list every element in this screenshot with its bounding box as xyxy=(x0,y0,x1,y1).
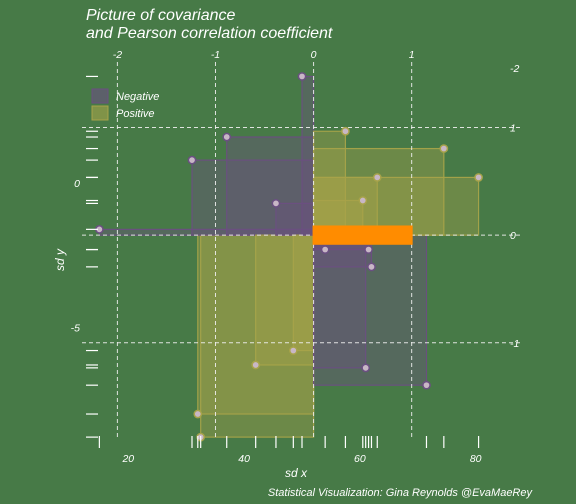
covariance-rect xyxy=(312,234,428,386)
covariance-rect xyxy=(301,75,315,236)
y-tick-label: 0 xyxy=(74,178,80,190)
x-tick-label: 40 xyxy=(238,453,250,465)
data-point xyxy=(474,173,483,182)
sd-x-tick-label: -1 xyxy=(211,49,220,61)
sd-y-tick-label: -1 xyxy=(510,338,519,350)
mean-marker xyxy=(312,225,413,245)
rug-marks xyxy=(86,75,480,448)
covariance-rect xyxy=(292,234,315,352)
data-point xyxy=(193,409,203,419)
legend: Negative Positive xyxy=(91,88,159,121)
covariance-rect xyxy=(255,234,315,366)
sd-x-tick-label: 1 xyxy=(409,49,415,61)
sd-y-tick-label: -2 xyxy=(510,63,519,75)
chart-title-line-2: and Pearson correlation coefficient xyxy=(86,25,333,42)
data-point xyxy=(341,126,350,136)
sd-x-tick-label: -2 xyxy=(113,49,122,61)
y-tick-label: -5 xyxy=(71,322,80,334)
data-point xyxy=(367,262,376,272)
legend-key-positive xyxy=(91,105,109,121)
legend-label-positive: Positive xyxy=(116,108,155,120)
data-point xyxy=(187,155,197,165)
chart-title-line-1: Picture of covariance xyxy=(86,7,236,24)
mean-band xyxy=(312,225,413,245)
data-point xyxy=(358,196,368,205)
data-point xyxy=(271,199,281,208)
data-point xyxy=(372,173,382,182)
axes: 20 40 60 80 0 -5 -2 -1 0 1 -2 1 0 -1 xyxy=(71,49,520,465)
sd-y-tick-label: 0 xyxy=(510,230,516,242)
data-point xyxy=(364,245,373,254)
x-tick-label: 80 xyxy=(470,453,482,465)
legend-key-negative xyxy=(91,88,109,104)
data-point xyxy=(422,380,431,390)
legend-label-negative: Negative xyxy=(116,91,159,103)
x-axis-title: sd x xyxy=(285,466,308,480)
data-point xyxy=(222,132,232,142)
data-point xyxy=(320,245,330,254)
data-point xyxy=(297,72,307,81)
sd-y-tick-label: 1 xyxy=(510,122,516,134)
x-tick-label: 60 xyxy=(354,453,366,465)
sd-x-tick-label: 0 xyxy=(311,49,317,61)
x-tick-label: 20 xyxy=(121,453,134,465)
data-point xyxy=(251,360,261,370)
data-point xyxy=(361,363,371,373)
data-point xyxy=(288,346,298,355)
sd-guide-lines xyxy=(82,62,522,440)
y-axis-title: sd y xyxy=(53,248,67,271)
covariance-rect xyxy=(312,234,367,369)
caption: Statistical Visualization: Gina Reynolds… xyxy=(268,487,534,499)
data-point xyxy=(439,144,449,153)
